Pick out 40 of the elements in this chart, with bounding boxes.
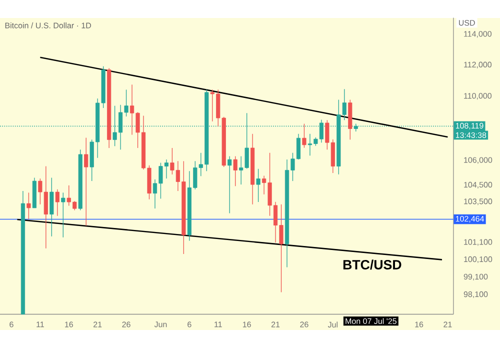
candlestick [50, 177, 54, 237]
candlestick [84, 137, 88, 226]
x-tick-label: 11 [36, 322, 44, 328]
candlestick [55, 189, 60, 216]
text: Mon 07 Jul '25 [346, 318, 396, 324]
y-tick-label: 103,500 [464, 198, 492, 206]
x-tick-label: 16 [65, 322, 73, 328]
candlestick [233, 156, 238, 187]
y-tick-label: 99,100 [464, 274, 488, 280]
y-tick-label: 106,000 [464, 157, 492, 164]
candlestick [302, 123, 306, 148]
x-tick-label: 26 [300, 322, 308, 328]
candlestick [256, 168, 260, 202]
ref-line-label: 102,464 [456, 216, 484, 223]
x-tick-label: Jul [328, 322, 338, 328]
y-tick-label: 104,500 [464, 182, 492, 188]
ref-line-label: 108,119 [456, 122, 484, 130]
x-tick-label: 16 [415, 322, 424, 328]
y-axis-title: USD [459, 20, 475, 26]
x-tick-label: 11 [214, 322, 222, 328]
x-tick-label: 16 [242, 322, 251, 328]
candlestick [61, 192, 66, 238]
chart-title: Bitcoin / U.S. Dollar · 1D [5, 22, 92, 28]
x-tick-label: 6 [10, 322, 14, 328]
y-tick-label: 98,100 [464, 291, 488, 298]
y-tick-label: 114,000 [464, 31, 492, 38]
y-tick-label: 110,000 [464, 92, 492, 100]
annotation: BTC/USD [343, 260, 402, 270]
candlestick [26, 192, 31, 220]
x-tick-label: 21 [271, 322, 280, 328]
y-tick-label: 112,000 [464, 62, 492, 68]
annotation: 13:43:38 [456, 132, 486, 138]
candlestick [228, 156, 232, 214]
x-tick-label: 26 [122, 322, 130, 328]
x-tick-label: Jun [154, 322, 167, 328]
x-tick-label: 21 [444, 322, 452, 328]
x-tick-label: 6 [188, 322, 192, 328]
y-tick-label: 101,100 [464, 239, 492, 246]
x-tick-label: 21 [94, 322, 102, 328]
y-tick-label: 100,100 [464, 256, 492, 264]
